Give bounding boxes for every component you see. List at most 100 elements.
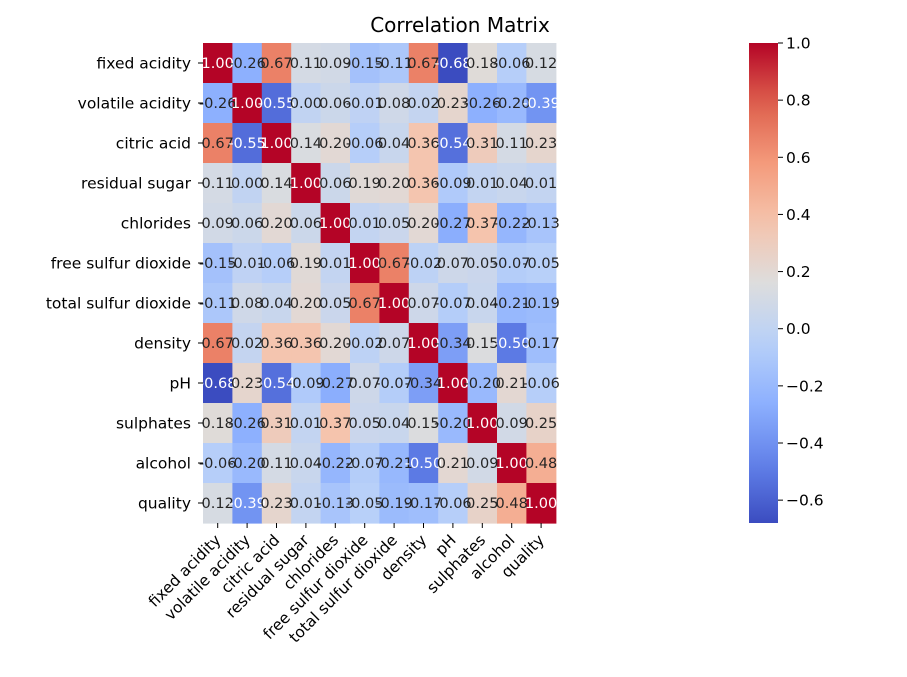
cell-value-label: 0.01: [290, 496, 322, 512]
heatmap-cell: [291, 443, 322, 484]
cell-value-label: 0.20: [319, 136, 351, 152]
heatmap-cell: [232, 163, 263, 204]
heatmap-cell: [261, 323, 292, 364]
heatmap-cell: [467, 483, 498, 524]
cell-value-label: 0.04: [378, 136, 410, 152]
cell-value-label: -0.26: [199, 96, 237, 112]
heatmap-cell: [497, 163, 527, 204]
cell-value-label: 0.02: [407, 96, 439, 112]
heatmap-cell: [203, 163, 233, 204]
heatmap-cell: [408, 283, 439, 324]
heatmap-cell: [438, 443, 469, 484]
heatmap-cell: [261, 43, 292, 84]
y-tick-label: pH: [170, 375, 192, 393]
cell-value-label: -0.34: [405, 376, 443, 392]
heatmap-cell: [320, 83, 351, 124]
colorbar: 1.0 0.8 0.6 0.4 0.2 0.0 −0.2 −0.4 −0.6: [749, 35, 824, 523]
cell-value-label: 0.06: [231, 216, 263, 232]
cell-value-label: 0.07: [378, 336, 410, 352]
cell-value-label: 0.37: [466, 216, 498, 232]
cell-value-label: 0.01: [319, 256, 351, 272]
heatmap-cell: [497, 283, 527, 324]
heatmap-cell: [291, 483, 322, 524]
heatmap-cell: [408, 43, 439, 84]
cell-value-label: -0.39: [522, 96, 560, 112]
cell-value-label: 0.20: [378, 176, 410, 192]
cell-value-label: 0.67: [407, 56, 439, 72]
cell-value-label: -0.06: [522, 376, 560, 392]
heatmap-cell: [408, 443, 439, 484]
cell-value-label: -0.05: [522, 256, 560, 272]
heatmap-cell: [291, 323, 322, 364]
cell-value-label: -0.68: [199, 376, 237, 392]
heatmap-cell: [438, 203, 469, 244]
cell-value-label: 0.23: [525, 136, 557, 152]
heatmap-cell: [408, 243, 439, 284]
cell-value-label: 0.00: [290, 96, 322, 112]
cell-value-label: -0.68: [434, 56, 472, 72]
cell-value-label: 0.67: [349, 296, 381, 312]
heatmap-cell: [350, 443, 380, 484]
heatmap-cell: [291, 43, 322, 84]
heatmap-cell: [261, 443, 292, 484]
heatmap-cell: [438, 83, 469, 124]
heatmap-cell: [438, 283, 469, 324]
y-tick-label: quality: [138, 495, 191, 513]
heatmap-cell: [291, 363, 322, 404]
cell-value-label: -0.06: [434, 496, 472, 512]
cell-value-label: 0.11: [202, 176, 234, 192]
heatmap-cell: [408, 363, 439, 404]
cell-value-label: 0.25: [525, 416, 557, 432]
colorbar-tick-label: 0.8: [786, 92, 811, 110]
heatmap-cell: [379, 443, 410, 484]
heatmap-cell: [203, 203, 233, 244]
heatmap-cell: [526, 443, 557, 484]
cell-value-label: 1.00: [466, 416, 498, 432]
cell-value-label: 0.05: [378, 216, 410, 232]
heatmap-cell: [232, 403, 263, 444]
heatmap-cell: [232, 123, 263, 164]
heatmap-cell: [467, 43, 498, 84]
cell-value-label: -0.19: [375, 496, 413, 512]
cell-value-label: 0.09: [496, 416, 528, 432]
heatmap-cell: [526, 163, 557, 204]
heatmap-cell: [379, 283, 410, 324]
colorbar-gradient: [749, 43, 778, 523]
cell-value-label: -0.26: [464, 96, 502, 112]
heatmap-cell: [438, 403, 469, 444]
heatmap-cell: [232, 323, 263, 364]
cell-value-label: 0.25: [466, 496, 498, 512]
heatmap-cell: [320, 243, 351, 284]
heatmap-cell: [408, 123, 439, 164]
cell-value-label: -0.20: [228, 456, 266, 472]
cell-value-label: 1.00: [525, 496, 557, 512]
heatmap-cell: [320, 483, 351, 524]
cell-value-label: 0.18: [466, 56, 498, 72]
cell-value-label: -0.19: [522, 296, 560, 312]
cell-value-label: 0.37: [319, 416, 351, 432]
heatmap-cell: [261, 123, 292, 164]
cell-value-label: -0.54: [434, 136, 472, 152]
y-tick-label: density: [134, 335, 191, 353]
cell-value-label: -0.07: [493, 256, 531, 272]
cell-value-label: -0.06: [199, 456, 237, 472]
heatmap-cell: [497, 83, 527, 124]
heatmap-cell: [379, 203, 410, 244]
heatmap-cell: [232, 483, 263, 524]
cell-value-label: 1.00: [407, 336, 439, 352]
cell-value-label: 0.06: [319, 96, 351, 112]
cell-value-label: -0.20: [464, 376, 502, 392]
cell-value-label: -0.54: [258, 376, 296, 392]
heatmap-cell: [467, 203, 498, 244]
cell-value-label: -0.01: [346, 96, 384, 112]
heatmap-cell: [350, 323, 380, 364]
cell-value-label: -0.13: [317, 496, 355, 512]
cell-value-label: 0.23: [260, 496, 292, 512]
heatmap-cell: [320, 203, 351, 244]
y-tick-label: residual sugar: [81, 175, 192, 193]
heatmap-cell: [203, 43, 233, 84]
heatmap-cell: [438, 363, 469, 404]
cell-value-label: 0.21: [496, 376, 528, 392]
y-tick-label: citric acid: [116, 135, 191, 153]
